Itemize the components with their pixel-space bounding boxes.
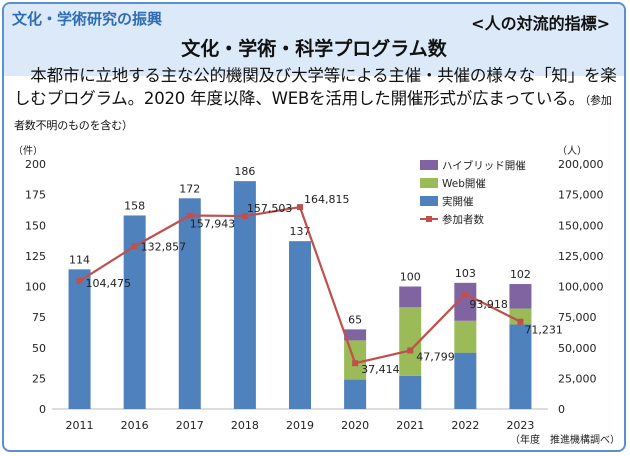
participants-label: 93,918 — [469, 298, 508, 311]
right-tick-label: 125,000 — [558, 250, 604, 263]
bar-web — [509, 308, 532, 325]
right-tick-label: 100,000 — [558, 281, 604, 294]
x-tick-label: 2022 — [451, 419, 479, 432]
left-tick-label: 150 — [25, 219, 46, 232]
legend-swatch — [420, 178, 438, 188]
participants-marker — [407, 347, 414, 354]
left-tick-label: 200 — [25, 158, 46, 171]
bar-total-label: 103 — [455, 267, 476, 280]
bar-total-label: 100 — [400, 271, 421, 284]
left-tick-label: 125 — [25, 250, 46, 263]
participants-label: 157,943 — [190, 218, 236, 231]
bar-total-label: 114 — [69, 253, 90, 266]
participants-label: 104,475 — [86, 277, 132, 290]
bar-real — [68, 269, 91, 409]
left-tick-label: 25 — [32, 372, 46, 385]
participants-label: 157,503 — [247, 202, 293, 215]
legend-line-marker — [426, 216, 432, 222]
x-tick-label: 2017 — [176, 419, 204, 432]
bar-hybrid — [399, 286, 422, 308]
x-tick-label: 2020 — [341, 419, 369, 432]
bar-real — [233, 181, 256, 409]
x-tick-label: 2018 — [231, 419, 259, 432]
bar-real — [178, 198, 201, 409]
bar-hybrid — [509, 284, 532, 309]
right-tick-label: 50,000 — [558, 342, 597, 355]
right-tick-label: 175,000 — [558, 189, 604, 202]
bar-total-label: 137 — [290, 225, 311, 238]
x-tick-label: 2023 — [506, 419, 534, 432]
participants-marker — [131, 243, 138, 250]
category-label: 文化・学術研究の振興 — [12, 10, 163, 28]
legend-entry: 実開催 — [442, 195, 474, 208]
right-tick-label: 150,000 — [558, 219, 604, 232]
x-tick-label: 2011 — [66, 419, 94, 432]
bar-total-label: 186 — [234, 165, 255, 178]
legend-entry: ハイブリッド開催 — [442, 159, 526, 172]
left-tick-label: 175 — [25, 189, 46, 202]
left-tick-label: 75 — [32, 311, 46, 324]
source-note: （年度 推進機構調べ） — [510, 433, 620, 446]
bar-real — [454, 352, 477, 409]
participants-label: 164,815 — [304, 193, 350, 206]
right-axis-unit: （人） — [557, 145, 587, 157]
participants-marker — [517, 318, 524, 325]
participants-marker — [462, 290, 469, 297]
header-band — [4, 4, 624, 76]
participants-marker — [297, 204, 303, 211]
legend-entry: Web開催 — [442, 177, 486, 190]
bar-real — [289, 241, 311, 409]
bar-total-label: 102 — [510, 268, 531, 281]
participants-label: 37,414 — [361, 363, 400, 376]
participants-label: 71,231 — [524, 324, 563, 337]
bar-real — [399, 375, 422, 409]
x-tick-label: 2016 — [121, 419, 149, 432]
legend-swatch — [420, 196, 438, 206]
bar-web — [399, 307, 422, 376]
indicator-label: <人の対流的指標> — [471, 14, 610, 33]
description-text: 本都市に立地する主な公的機関及び大学等による主催・共催の様々な「知」を楽しむプロ… — [14, 66, 617, 108]
bar-real — [123, 215, 146, 409]
right-tick-label: 200,000 — [558, 158, 604, 171]
left-axis-unit: （件） — [13, 145, 43, 157]
description: 本都市に立地する主な公的機関及び大学等による主催・共催の様々な「知」を楽しむプロ… — [14, 64, 618, 137]
bar-total-label: 172 — [179, 182, 200, 195]
left-tick-label: 50 — [32, 342, 46, 355]
bar-hybrid — [344, 329, 367, 341]
chart-title: 文化・学術・科学プログラム数 — [181, 38, 447, 60]
bar-real — [344, 379, 367, 409]
legend-swatch — [420, 160, 438, 170]
right-tick-label: 0 — [558, 403, 565, 416]
infographic-frame: 文化・学術研究の振興 <人の対流的指標> 文化・学術・科学プログラム数 本都市に… — [2, 2, 626, 452]
x-tick-label: 2019 — [286, 419, 314, 432]
left-tick-label: 100 — [25, 281, 46, 294]
bar-web — [454, 320, 477, 353]
legend-entry: 参加者数 — [442, 213, 484, 226]
participants-marker — [352, 360, 359, 367]
bar-real — [509, 324, 532, 409]
participants-marker — [76, 278, 83, 285]
bar-hybrid — [454, 282, 477, 321]
participants-label: 47,799 — [416, 350, 455, 363]
participants-marker — [241, 213, 248, 220]
x-tick-label: 2021 — [396, 419, 424, 432]
right-tick-label: 75,000 — [558, 311, 597, 324]
bar-total-label: 65 — [348, 313, 362, 326]
participants-label: 132,857 — [141, 240, 187, 253]
bar-total-label: 158 — [124, 199, 145, 212]
right-tick-label: 25,000 — [558, 372, 597, 385]
description-note: （参加者数不明のものを含む） — [14, 94, 612, 132]
participants-marker — [186, 212, 193, 219]
left-tick-label: 0 — [39, 403, 46, 416]
combo-chart: 0 25 50 75 100 125 150 175 200 0 25,000 50,000 75,00… — [13, 145, 620, 446]
